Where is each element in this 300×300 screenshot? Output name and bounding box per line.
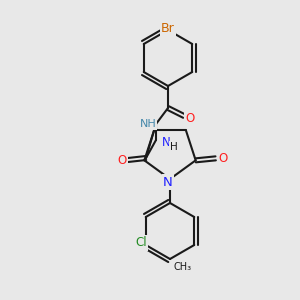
Text: Cl: Cl — [135, 236, 147, 250]
Text: H: H — [170, 142, 178, 152]
Text: NH: NH — [140, 119, 156, 129]
Text: Br: Br — [161, 22, 175, 34]
Text: O: O — [218, 152, 227, 165]
Text: N: N — [163, 176, 173, 188]
Text: O: O — [185, 112, 195, 124]
Text: N: N — [162, 136, 170, 148]
Text: O: O — [117, 154, 127, 166]
Text: CH₃: CH₃ — [174, 262, 192, 272]
